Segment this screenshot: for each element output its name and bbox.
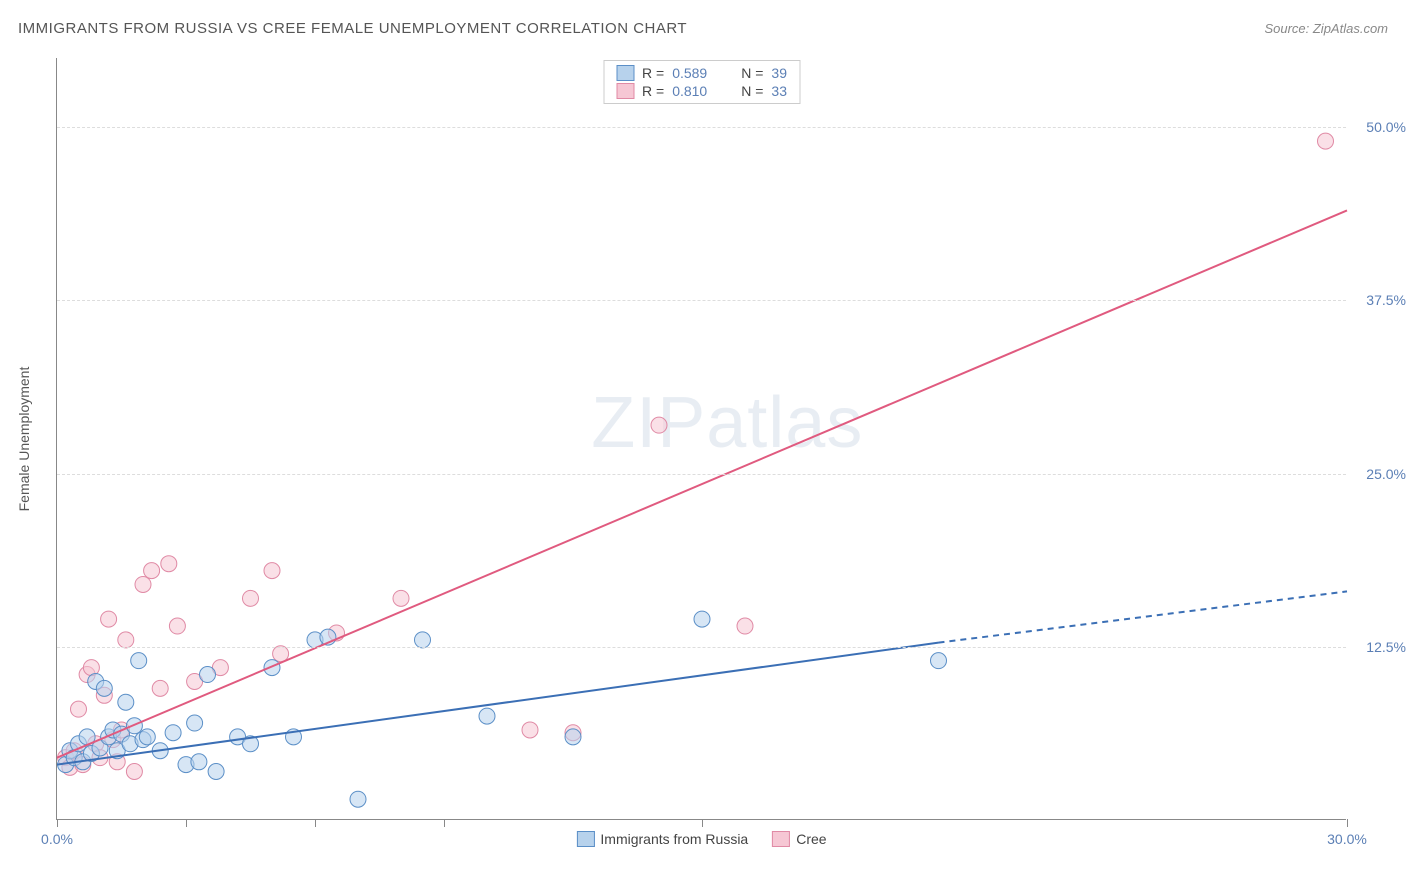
data-point xyxy=(694,611,710,627)
data-point xyxy=(96,680,112,696)
legend-label-cree: Cree xyxy=(796,831,826,847)
chart-title: IMMIGRANTS FROM RUSSIA VS CREE FEMALE UN… xyxy=(18,20,687,37)
data-point xyxy=(931,653,947,669)
data-point xyxy=(139,729,155,745)
data-point xyxy=(152,680,168,696)
N-label: N = xyxy=(741,65,763,81)
title-bar: IMMIGRANTS FROM RUSSIA VS CREE FEMALE UN… xyxy=(18,20,1388,37)
x-tick xyxy=(702,819,703,827)
data-point xyxy=(393,590,409,606)
N-label: N = xyxy=(741,83,763,99)
russia-N-value: 39 xyxy=(771,65,787,81)
data-point xyxy=(118,694,134,710)
gridline-h xyxy=(57,474,1346,475)
data-point xyxy=(651,417,667,433)
data-point xyxy=(131,653,147,669)
x-tick xyxy=(315,819,316,827)
y-tick-label: 25.0% xyxy=(1356,466,1406,482)
swatch-blue-icon xyxy=(616,65,634,81)
data-point xyxy=(522,722,538,738)
regression-line xyxy=(57,643,939,765)
source-attribution: Source: ZipAtlas.com xyxy=(1264,21,1388,36)
x-tick xyxy=(444,819,445,827)
data-point xyxy=(71,701,87,717)
data-point xyxy=(415,632,431,648)
x-tick xyxy=(57,819,58,827)
data-point xyxy=(565,729,581,745)
swatch-pink-icon xyxy=(616,83,634,99)
data-point xyxy=(243,590,259,606)
gridline-h xyxy=(57,300,1346,301)
y-tick-label: 12.5% xyxy=(1356,639,1406,655)
x-tick-label: 30.0% xyxy=(1327,831,1367,847)
regression-line xyxy=(939,591,1348,642)
x-tick xyxy=(186,819,187,827)
data-point xyxy=(169,618,185,634)
y-axis-label-container: Female Unemployment xyxy=(14,58,34,820)
correlation-stats-legend: R = 0.589 N = 39 R = 0.810 N = 33 xyxy=(603,60,800,104)
data-point xyxy=(101,611,117,627)
R-label: R = xyxy=(642,83,664,99)
cree-R-value: 0.810 xyxy=(672,83,707,99)
data-point xyxy=(350,791,366,807)
y-axis-label: Female Unemployment xyxy=(16,367,32,512)
data-point xyxy=(191,754,207,770)
legend-label-russia: Immigrants from Russia xyxy=(600,831,748,847)
legend-item-cree: Cree xyxy=(772,831,826,847)
data-point xyxy=(144,563,160,579)
data-point xyxy=(161,556,177,572)
data-point xyxy=(165,725,181,741)
data-point xyxy=(264,660,280,676)
x-tick-label: 0.0% xyxy=(41,831,73,847)
swatch-blue-icon xyxy=(576,831,594,847)
data-point xyxy=(208,764,224,780)
gridline-h xyxy=(57,647,1346,648)
data-point xyxy=(126,764,142,780)
series-legend: Immigrants from Russia Cree xyxy=(576,831,826,847)
R-label: R = xyxy=(642,65,664,81)
cree-N-value: 33 xyxy=(771,83,787,99)
stats-row-russia: R = 0.589 N = 39 xyxy=(616,64,787,82)
stats-row-cree: R = 0.810 N = 33 xyxy=(616,82,787,100)
data-point xyxy=(118,632,134,648)
data-point xyxy=(479,708,495,724)
data-point xyxy=(264,563,280,579)
legend-item-russia: Immigrants from Russia xyxy=(576,831,748,847)
swatch-pink-icon xyxy=(772,831,790,847)
russia-R-value: 0.589 xyxy=(672,65,707,81)
data-point xyxy=(1318,133,1334,149)
y-tick-label: 50.0% xyxy=(1356,119,1406,135)
y-tick-label: 37.5% xyxy=(1356,292,1406,308)
gridline-h xyxy=(57,127,1346,128)
data-point xyxy=(135,576,151,592)
x-tick xyxy=(1347,819,1348,827)
scatter-plot-svg xyxy=(57,58,1346,819)
data-point xyxy=(737,618,753,634)
chart-plot-area: ZIPatlas R = 0.589 N = 39 R = 0.810 N = … xyxy=(56,58,1346,820)
data-point xyxy=(200,667,216,683)
data-point xyxy=(187,715,203,731)
